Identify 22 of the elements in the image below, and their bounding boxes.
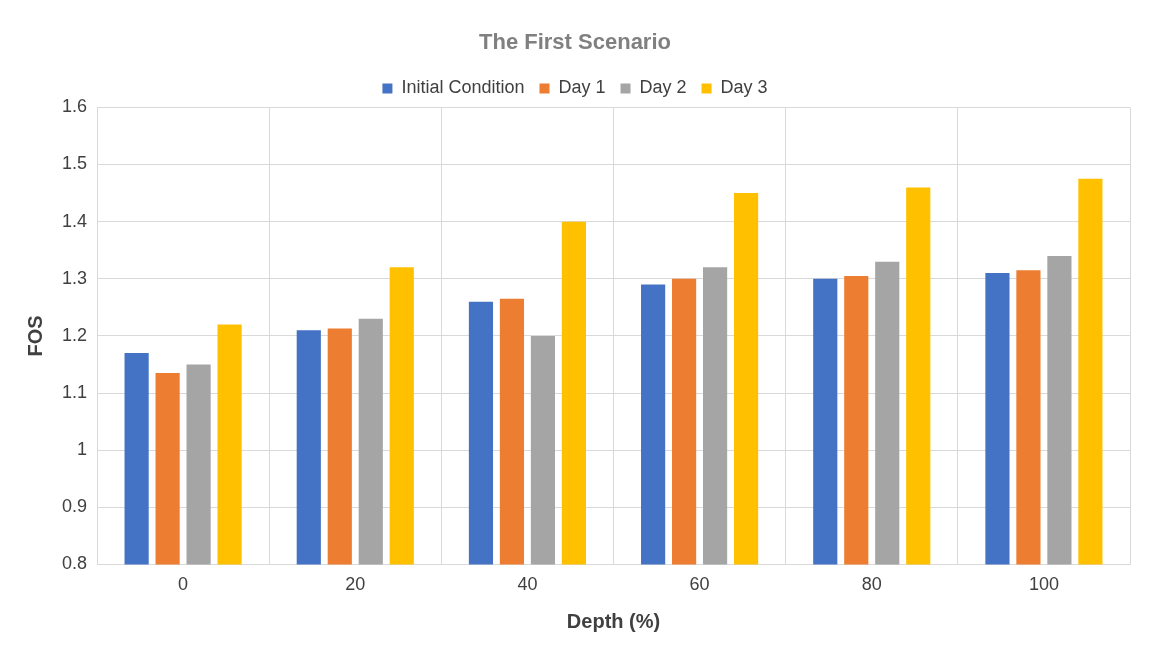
y-tick-label: 1.6: [61, 96, 88, 117]
x-tick-label: 20: [345, 574, 366, 595]
legend-label: Initial Condition: [401, 77, 525, 98]
y-tick-label: 1.2: [61, 324, 88, 345]
x-tick-label: 100: [1028, 574, 1059, 595]
legend-label: Day 1: [558, 77, 606, 98]
y-tick-label: 1.3: [61, 267, 88, 288]
y-tick-label: 1.5: [61, 153, 88, 174]
y-axis-title: FOS: [23, 315, 46, 357]
chart-title: The First Scenario: [479, 29, 671, 55]
legend-label: Day 3: [720, 77, 768, 98]
x-tick-label: 80: [861, 574, 882, 595]
x-tick-label: 0: [178, 574, 189, 595]
x-axis-title: Depth (%): [566, 609, 661, 632]
y-tick-label: 0.9: [61, 496, 88, 517]
x-tick-label: 60: [689, 574, 710, 595]
y-tick-label: 1.4: [61, 210, 88, 231]
y-tick-label: 1.1: [61, 381, 88, 402]
x-tick-label: 40: [517, 574, 538, 595]
legend-label: Day 2: [639, 77, 687, 98]
y-tick-label: 0.8: [61, 553, 88, 574]
y-tick-label: 1: [77, 439, 88, 460]
